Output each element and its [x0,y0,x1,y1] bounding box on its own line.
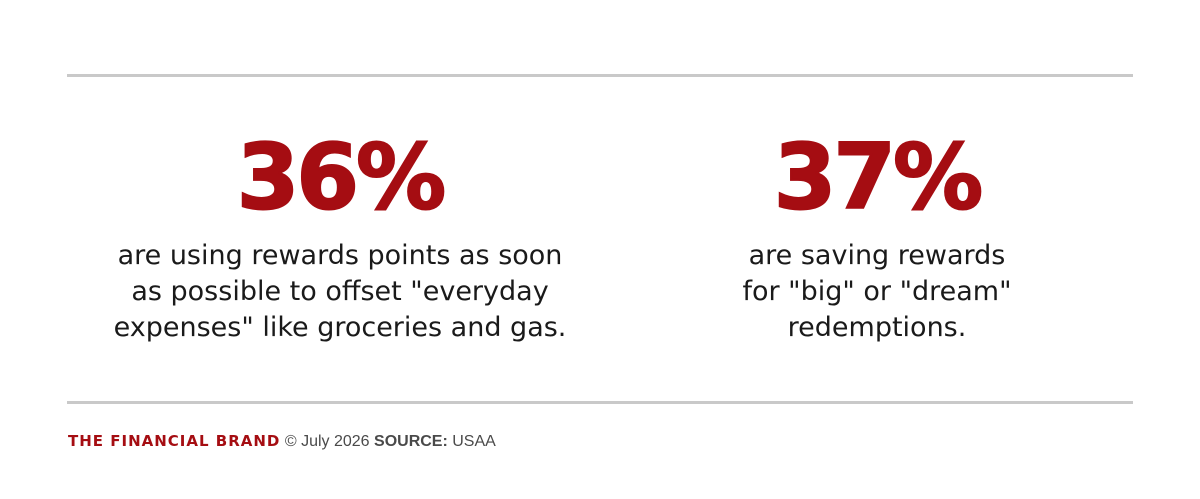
stat-value-right: 37% [773,125,984,230]
stat-description-left: are using rewards points as soon as poss… [113,240,567,343]
bottom-divider [67,401,1133,404]
stat-value-left: 36% [236,125,447,230]
stat-block-left: 36% are using rewards points as soon as … [90,125,590,346]
source-value: USAA [452,433,496,450]
source-label: SOURCE: [374,433,448,450]
brand-name: THE FINANCIAL BRAND [68,432,281,450]
stat-block-right: 37% are saving rewards for "big" or "dre… [627,125,1127,346]
top-divider [67,74,1133,77]
footer: THE FINANCIAL BRAND © July 2026 SOURCE: … [68,431,496,452]
stat-description-right: are saving rewards for "big" or "dream" … [742,240,1012,343]
copyright-text: © July 2026 [284,433,370,450]
